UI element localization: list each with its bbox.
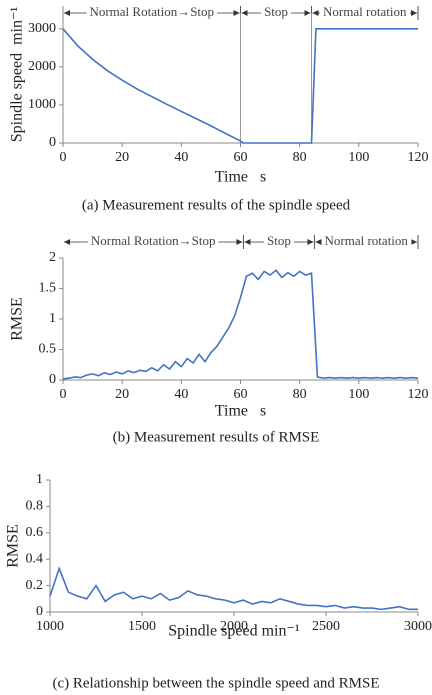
x-tick-label: 2000: [220, 619, 248, 634]
y-tick-label: 2000: [28, 59, 56, 74]
x-tick-label: 100: [348, 387, 369, 402]
y-tick-label: 0.4: [26, 551, 44, 566]
y-axis-label: RMSE: [9, 297, 26, 341]
y-tick-label: 0.6: [26, 525, 44, 540]
caption: (c) Relationship between the spindle spe…: [52, 675, 379, 691]
x-tick-label: 40: [174, 387, 188, 402]
x-tick-label: 120: [408, 150, 429, 165]
y-tick-label: 3000: [28, 21, 56, 36]
phase-label: Stop: [267, 233, 291, 248]
x-tick-label: 80: [293, 150, 307, 165]
x-tick-label: 60: [234, 387, 248, 402]
x-tick-label: 100: [348, 150, 369, 165]
caption: (a) Measurement results of the spindle s…: [82, 197, 351, 213]
label-bg: [261, 3, 291, 19]
x-axis-label: Time s: [215, 403, 266, 420]
x-tick-label: 80: [293, 387, 307, 402]
y-tick-label: 0: [49, 372, 56, 387]
y-tick-label: 1: [36, 472, 43, 487]
data-line: [62, 28, 418, 144]
label-bg: [321, 232, 412, 248]
x-axis-label: Spindle speed min⁻¹: [168, 623, 300, 640]
y-tick-label: 1.5: [39, 281, 57, 296]
x-tick-label: 1500: [128, 619, 156, 634]
y-tick-label: 0: [36, 604, 43, 619]
data-line: [62, 269, 419, 380]
phase-label: Normal rotation: [325, 233, 409, 248]
y-axis-label: Spindle speed min⁻¹: [9, 7, 26, 143]
label-bg: [87, 232, 219, 248]
phase-label: Normal Rotation→Stop: [89, 4, 214, 19]
x-tick-label: 20: [115, 387, 129, 402]
y-tick-label: 1000: [28, 97, 56, 112]
label-bg: [86, 3, 218, 19]
y-tick-label: 2: [49, 250, 56, 265]
x-tick-label: 0: [60, 150, 67, 165]
y-axis-label: RMSE: [5, 524, 22, 568]
caption: (b) Measurement results of RMSE: [113, 429, 320, 445]
x-tick-label: 120: [408, 387, 429, 402]
x-axis-label: Time s: [215, 169, 266, 186]
data-line: [49, 566, 418, 611]
phase-label: Normal rotation: [323, 4, 407, 19]
y-tick-label: 0.8: [26, 499, 44, 514]
y-tick-label: 0: [49, 135, 56, 150]
phase-label: Normal Rotation→Stop: [91, 233, 216, 248]
x-tick-label: 40: [174, 150, 188, 165]
x-tick-label: 2500: [312, 619, 340, 634]
phase-label: Stop: [264, 4, 288, 19]
y-tick-label: 1: [49, 311, 56, 326]
label-bg: [264, 232, 294, 248]
x-tick-label: 60: [234, 150, 248, 165]
y-tick-label: 0.2: [26, 578, 44, 593]
x-tick-label: 1000: [36, 619, 64, 634]
x-tick-label: 0: [60, 387, 67, 402]
x-tick-label: 3000: [404, 619, 432, 634]
label-bg: [320, 3, 410, 19]
x-tick-label: 20: [115, 150, 129, 165]
y-tick-label: 0.5: [39, 342, 57, 357]
